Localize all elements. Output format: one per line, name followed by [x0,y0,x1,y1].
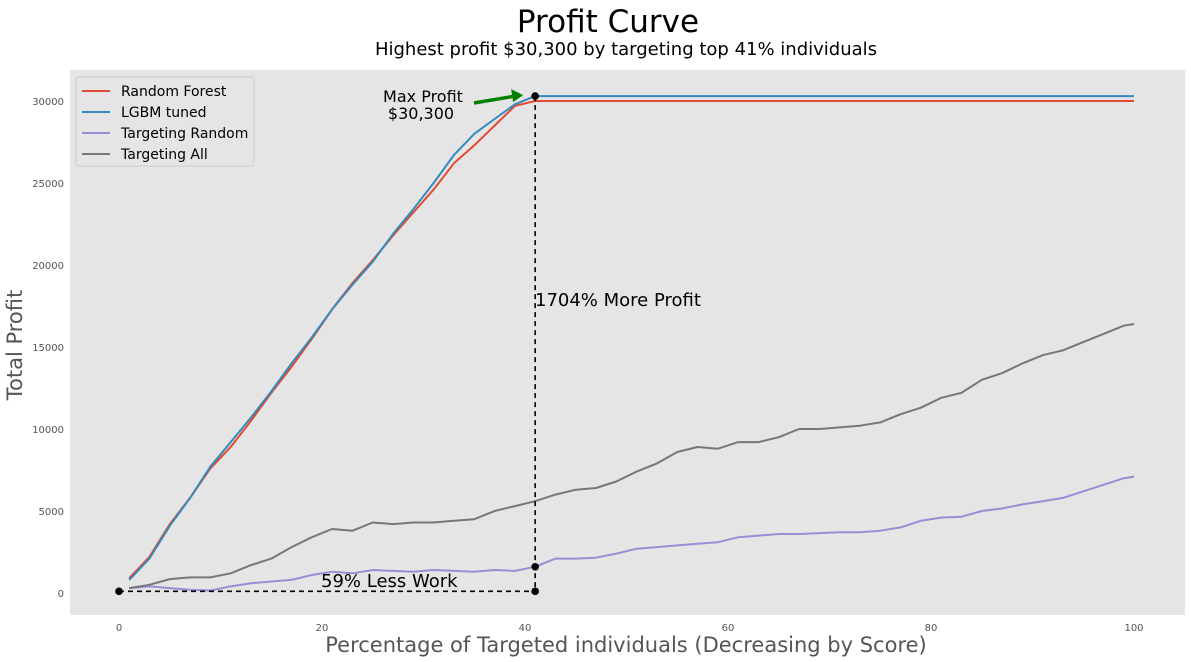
legend-label-targeting-random: Targeting Random [120,126,248,142]
x-tick-label: 40 [519,623,532,634]
x-tick-label: 100 [1124,623,1143,634]
y-axis-label: Total Profit [3,290,27,402]
max-profit-arrow [473,94,516,105]
series-line-targeting-random [129,475,1135,592]
plot-area [70,70,1185,615]
y-tick-label: 20000 [32,261,64,272]
less-work-annotation: 59% Less Work [321,571,458,592]
x-tick-label: 0 [116,623,122,634]
annotation-layer [115,89,539,596]
series-layer [128,95,1135,592]
y-tick-label: 25000 [32,179,64,190]
more-profit-annotation: 1704% More Profit [535,290,701,311]
legend-box [75,76,255,167]
series-line-lgbm-tuned [128,95,1134,581]
random-profit-point [531,562,539,571]
y-tick-label: 30000 [32,97,64,108]
y-tick-label: 0 [58,589,64,600]
max-profit-value: $30,300 [388,104,454,123]
legend-label-lgbm-tuned: LGBM tuned [121,105,207,121]
y-tick-label: 10000 [32,425,64,436]
legend-label-targeting-all: Targeting All [120,147,208,163]
legend-label-random-forest: Random Forest [121,84,227,100]
chart-subtitle: Highest profit $30,300 by targeting top … [375,39,877,60]
max-profit-label: Max Profit [383,87,463,106]
origin-point [115,587,123,596]
less-work-end-point [531,587,539,596]
x-tick-label: 80 [925,623,938,634]
series-line-targeting-all [129,323,1135,590]
y-tick-label: 15000 [32,343,64,354]
x-axis-label: Percentage of Targeted individuals (Decr… [325,633,926,657]
legend: Random Forest LGBM tuned Targeting Rando… [75,76,255,167]
y-axis-ticks: 0 5000 10000 15000 20000 25000 30000 [32,97,64,600]
max-profit-point [531,92,539,100]
x-axis-ticks: 0 20 40 60 80 100 [116,623,1144,634]
chart-title: Profit Curve [517,4,699,40]
y-tick-label: 5000 [39,507,64,518]
max-profit-arrow-head [511,89,524,103]
x-tick-label: 60 [722,623,735,634]
x-tick-label: 20 [316,623,329,634]
